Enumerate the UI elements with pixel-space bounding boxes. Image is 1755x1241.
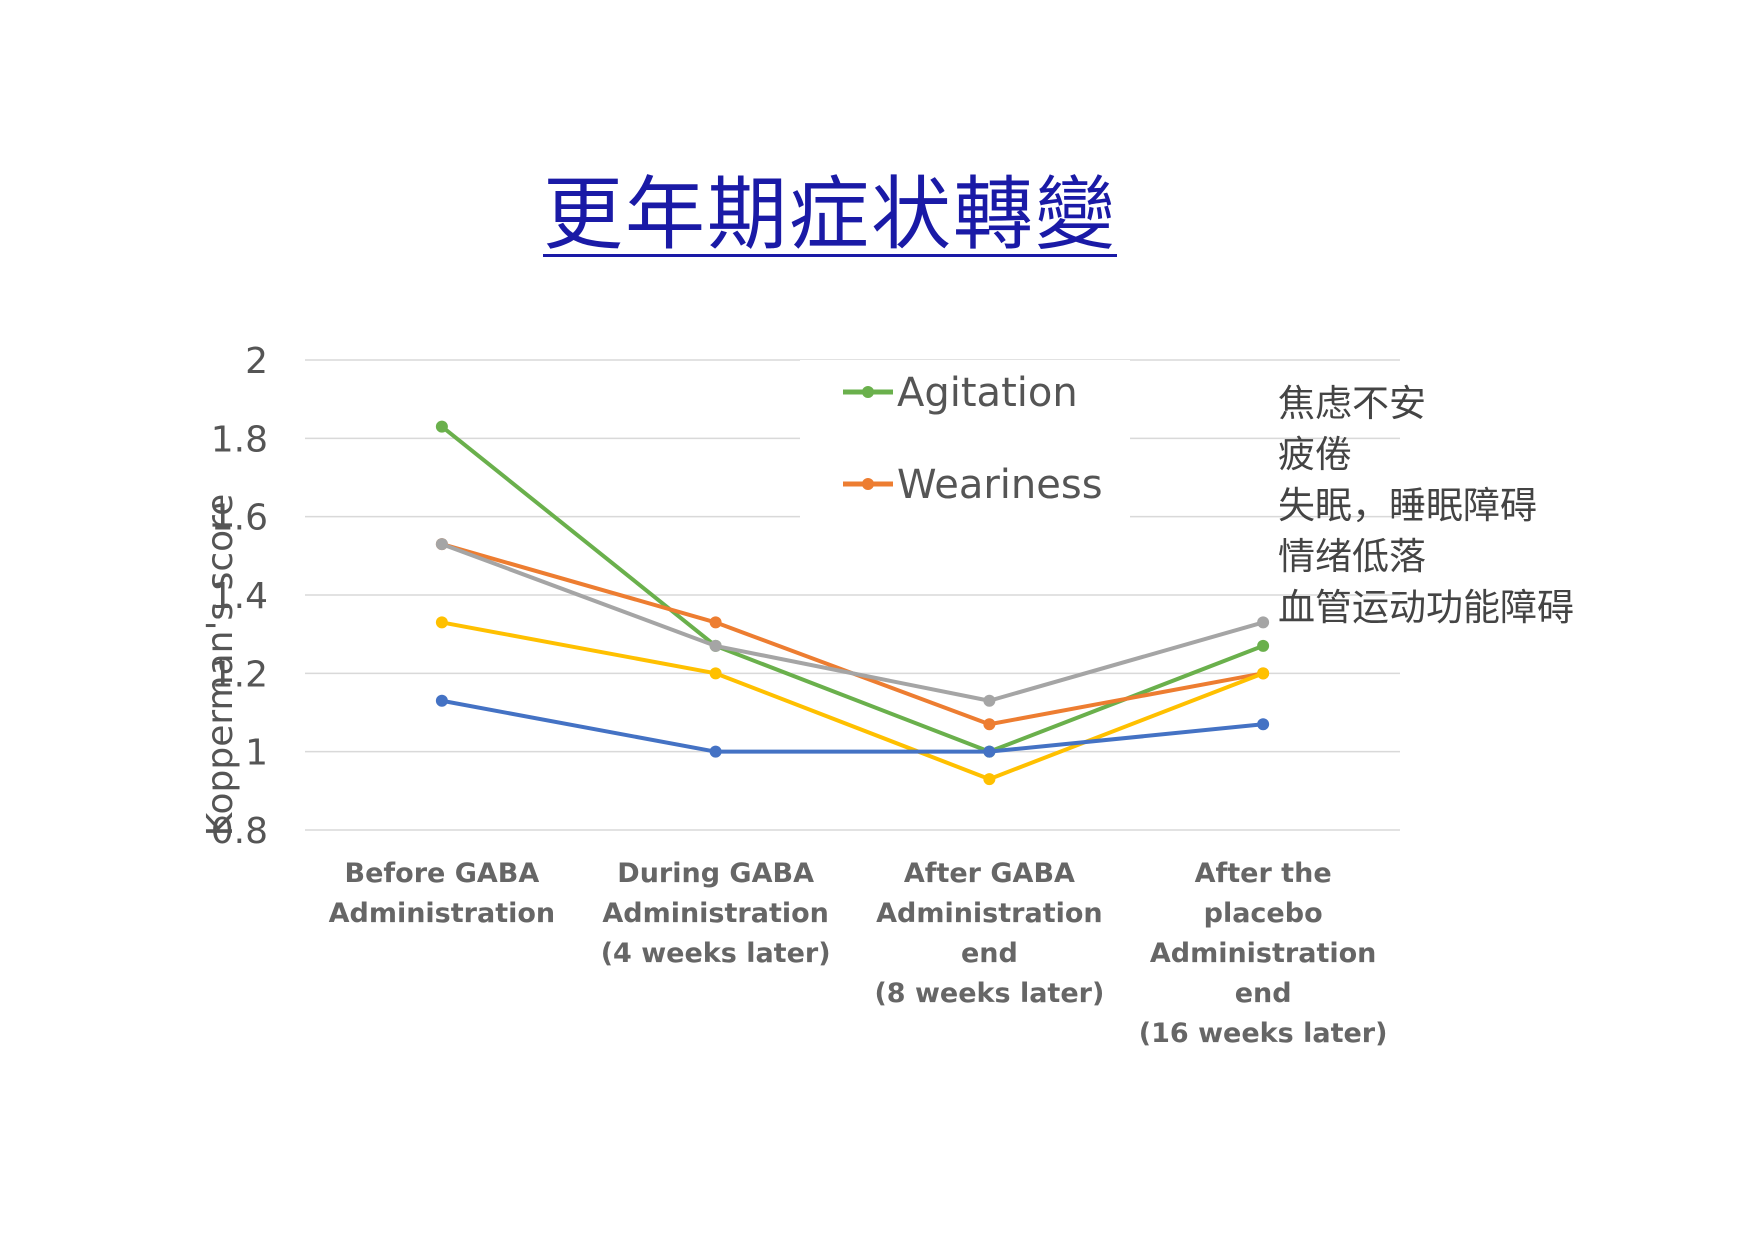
y-tick-label: 1.2 bbox=[211, 654, 268, 695]
data-point bbox=[709, 667, 722, 680]
data-point bbox=[709, 639, 722, 652]
data-point bbox=[1257, 718, 1270, 731]
data-point bbox=[983, 773, 996, 786]
legend: Agitation Weariness bbox=[800, 360, 1130, 520]
legend-background bbox=[800, 360, 1130, 520]
data-point bbox=[983, 745, 996, 758]
series-line bbox=[441, 698, 1264, 754]
series-line bbox=[441, 542, 1264, 703]
x-tick-label: Before GABA Administration bbox=[329, 858, 556, 929]
data-point bbox=[1257, 639, 1270, 652]
y-tick-label: 2 bbox=[245, 341, 268, 382]
data-point bbox=[709, 616, 722, 629]
data-point bbox=[1257, 667, 1270, 680]
x-tick-label: During GABA Administration (4 weeks later) bbox=[601, 858, 831, 969]
page-title: 更年期症状轉變 bbox=[543, 168, 1117, 261]
y-tick-label: 1.6 bbox=[211, 498, 268, 539]
data-point bbox=[983, 718, 996, 731]
data-point bbox=[435, 538, 448, 551]
x-tick-label: After GABA Administration end (8 weeks late… bbox=[874, 858, 1104, 1009]
data-point bbox=[435, 420, 448, 433]
y-tick-label: 1.8 bbox=[211, 419, 268, 460]
annotation-item: 焦虑不安 bbox=[1278, 382, 1426, 425]
legend-entry: Agitation bbox=[897, 370, 1078, 416]
data-point bbox=[983, 694, 996, 707]
y-axis-ticks: 2 1.8 1.6 1.4 1.2 1 0.8 bbox=[211, 341, 268, 852]
series-lines bbox=[435, 420, 1270, 786]
annotation-item: 疲倦 bbox=[1278, 433, 1352, 476]
annotation-item: 血管运动功能障碍 bbox=[1278, 586, 1574, 629]
legend-entry: Weariness bbox=[897, 462, 1103, 508]
y-axis-label: Kopperman's score bbox=[200, 494, 241, 837]
annotation-item: 情绪低落 bbox=[1278, 535, 1426, 578]
legend-marker bbox=[862, 478, 874, 490]
annotation-item: 失眠，睡眠障碍 bbox=[1278, 484, 1537, 527]
data-point bbox=[435, 694, 448, 707]
x-tick-label: After the placebo Administration end (16 wee… bbox=[1139, 858, 1388, 1049]
data-point bbox=[1257, 616, 1270, 629]
y-tick-label: 1 bbox=[245, 733, 268, 774]
x-axis-ticks: Before GABA Administration During GABA Admi… bbox=[329, 858, 1388, 1049]
series-line bbox=[441, 620, 1264, 782]
symptom-annotations: 焦虑不安疲倦失眠，睡眠障碍 情绪低落血管运动功能障碍 bbox=[1278, 378, 1574, 633]
y-tick-label: 0.8 bbox=[211, 811, 268, 852]
legend-marker bbox=[862, 386, 874, 398]
y-tick-label: 1.4 bbox=[211, 576, 268, 617]
data-point bbox=[435, 616, 448, 629]
data-point bbox=[709, 745, 722, 758]
